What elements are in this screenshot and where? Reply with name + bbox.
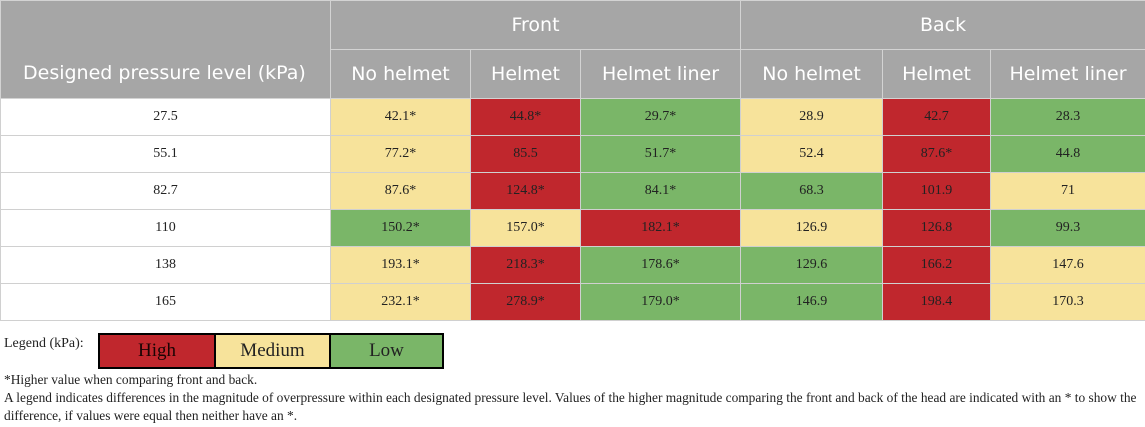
value-cell: 87.6* (882, 135, 992, 173)
value-cell: 124.8* (470, 172, 581, 210)
legend-high: High (100, 335, 216, 367)
value-cell: 29.7* (579, 98, 742, 136)
value-cell: 28.3 (990, 98, 1145, 136)
table-body: 27.5 42.1* 44.8* 29.7* 28.9 42.7 28.3 55… (0, 98, 1145, 321)
value-cell: 179.0* (579, 283, 742, 321)
value-cell: 278.9* (470, 283, 581, 321)
value-cell: 51.7* (579, 135, 742, 173)
legend-box: High Medium Low (98, 333, 444, 369)
table-row: 82.7 87.6* 124.8* 84.1* 68.3 101.9 71 (0, 172, 1145, 210)
legend: Legend (kPa): High Medium Low (0, 333, 450, 371)
group-header-front: Front (329, 0, 742, 50)
table-row: 165 232.1* 278.9* 179.0* 146.9 198.4 170… (0, 283, 1145, 321)
footnote: *Higher value when comparing front and b… (4, 372, 258, 387)
legend-description: A legend indicates differences in the ma… (4, 390, 1137, 423)
value-cell: 77.2* (330, 135, 471, 173)
value-cell: 68.3 (740, 172, 884, 210)
table-row: 138 193.1* 218.3* 178.6* 129.6 166.2 147… (0, 246, 1145, 284)
value-cell: 71 (990, 172, 1145, 210)
value-cell: 198.4 (882, 283, 992, 321)
corner-header: Designed pressure level (kPa) (0, 0, 331, 99)
value-cell: 44.8 (990, 135, 1145, 173)
value-cell: 147.6 (990, 246, 1145, 284)
value-cell: 166.2 (882, 246, 992, 284)
col-header-back-helmet-liner: Helmet liner (990, 49, 1145, 99)
table-row: 110 150.2* 157.0* 182.1* 126.9 126.8 99.… (0, 209, 1145, 247)
table-row: 27.5 42.1* 44.8* 29.7* 28.9 42.7 28.3 (0, 98, 1145, 136)
value-cell: 84.1* (579, 172, 742, 210)
pressure-level-cell: 110 (0, 209, 331, 247)
table-row: 55.1 77.2* 85.5 51.7* 52.4 87.6* 44.8 (0, 135, 1145, 173)
value-cell: 150.2* (330, 209, 471, 247)
value-cell: 52.4 (740, 135, 884, 173)
col-header-back-no-helmet: No helmet (740, 49, 884, 99)
value-cell: 99.3 (990, 209, 1145, 247)
value-cell: 178.6* (579, 246, 742, 284)
value-cell: 157.0* (470, 209, 581, 247)
value-cell: 42.7 (882, 98, 992, 136)
pressure-level-cell: 55.1 (0, 135, 331, 173)
value-cell: 170.3 (990, 283, 1145, 321)
value-cell: 146.9 (740, 283, 884, 321)
value-cell: 129.6 (740, 246, 884, 284)
group-header-back: Back (740, 0, 1145, 50)
value-cell: 85.5 (470, 135, 581, 173)
legend-low: Low (331, 335, 442, 367)
legend-medium: Medium (216, 335, 331, 367)
pressure-level-cell: 27.5 (0, 98, 331, 136)
value-cell: 232.1* (330, 283, 471, 321)
value-cell: 28.9 (740, 98, 884, 136)
pressure-table: Designed pressure level (kPa) Front Back… (0, 0, 1145, 321)
value-cell: 87.6* (330, 172, 471, 210)
value-cell: 126.8 (882, 209, 992, 247)
value-cell: 44.8* (470, 98, 581, 136)
table-notes: *Higher value when comparing front and b… (4, 371, 1142, 425)
legend-label: Legend (kPa): (4, 336, 84, 351)
value-cell: 218.3* (470, 246, 581, 284)
pressure-level-cell: 82.7 (0, 172, 331, 210)
value-cell: 126.9 (740, 209, 884, 247)
col-header-front-helmet-liner: Helmet liner (579, 49, 742, 99)
col-header-back-helmet: Helmet (882, 49, 992, 99)
value-cell: 182.1* (579, 209, 742, 247)
col-header-front-no-helmet: No helmet (330, 49, 471, 99)
value-cell: 193.1* (330, 246, 471, 284)
value-cell: 42.1* (330, 98, 471, 136)
pressure-level-cell: 138 (0, 246, 331, 284)
value-cell: 101.9 (882, 172, 992, 210)
pressure-level-cell: 165 (0, 283, 331, 321)
col-header-front-helmet: Helmet (470, 49, 581, 99)
